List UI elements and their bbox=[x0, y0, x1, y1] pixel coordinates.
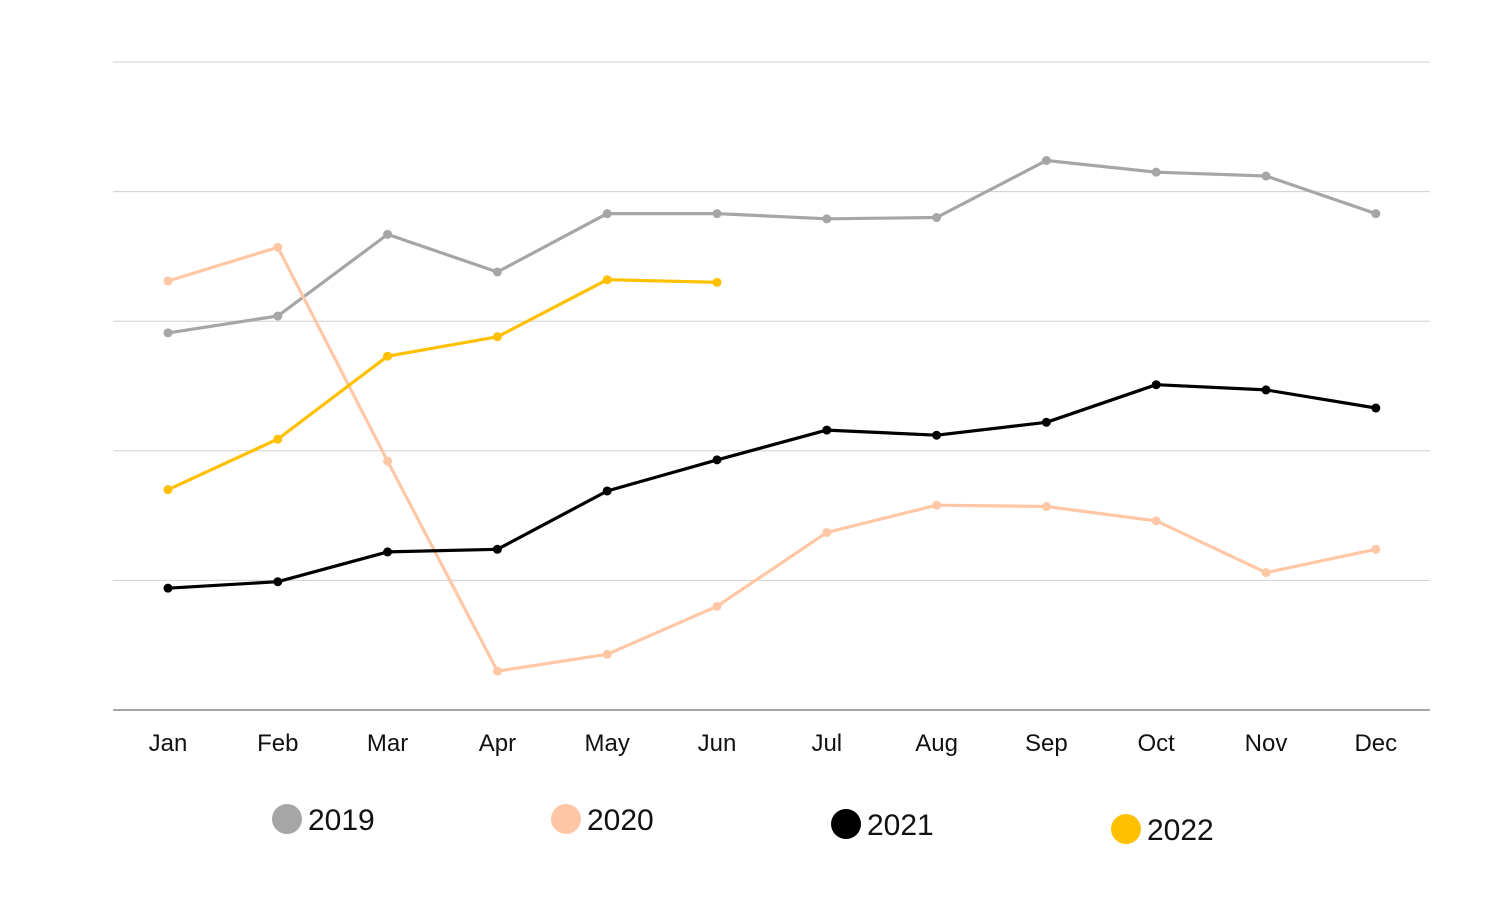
x-tick-label: Oct bbox=[1138, 730, 1176, 757]
data-point-2020-Mar bbox=[383, 456, 393, 466]
legend-label: 2020 bbox=[587, 804, 654, 837]
data-point-2019-Oct bbox=[1151, 167, 1161, 177]
legend-swatch bbox=[1111, 814, 1141, 844]
data-point-2021-Oct bbox=[1151, 380, 1161, 390]
legend-swatch bbox=[831, 809, 861, 839]
data-point-2021-Apr bbox=[492, 544, 502, 554]
data-point-2022-Jan bbox=[163, 485, 173, 495]
data-point-2019-Mar bbox=[383, 229, 393, 239]
legend-label: 2019 bbox=[308, 804, 375, 837]
series-2019 bbox=[163, 155, 1381, 338]
data-point-2020-Aug bbox=[932, 500, 942, 510]
data-point-2020-Nov bbox=[1261, 568, 1271, 578]
data-point-2020-Dec bbox=[1371, 544, 1381, 554]
data-point-2019-Jul bbox=[822, 214, 832, 224]
series-line-2019 bbox=[166, 158, 1378, 335]
x-tick-label: Feb bbox=[257, 730, 298, 757]
data-point-2019-Sep bbox=[1041, 155, 1051, 165]
x-tick-label: Apr bbox=[479, 730, 516, 757]
data-point-2021-May bbox=[602, 486, 612, 496]
data-point-2021-Jan bbox=[163, 583, 173, 593]
data-point-2022-Jun bbox=[712, 277, 722, 287]
legend-item-2021: 2021 bbox=[831, 809, 934, 842]
series-line-2022 bbox=[166, 278, 719, 492]
x-tick-label: Aug bbox=[915, 730, 958, 757]
x-tick-label: Dec bbox=[1354, 730, 1397, 757]
data-point-2019-Jun bbox=[712, 209, 722, 219]
x-tick-label: May bbox=[585, 730, 630, 757]
data-point-2020-Jan bbox=[163, 276, 173, 286]
x-tick-label: Nov bbox=[1245, 730, 1288, 757]
data-point-2020-Jul bbox=[822, 527, 832, 537]
data-point-2022-Feb bbox=[273, 434, 283, 444]
x-tick-labels: Jan Feb Mar Apr May Jun Jul Aug Sep Oct Nov Dec bbox=[149, 730, 1397, 757]
x-tick-label: Sep bbox=[1025, 730, 1068, 757]
series-2022 bbox=[163, 275, 722, 495]
data-point-2019-May bbox=[602, 209, 612, 219]
data-point-2022-May bbox=[602, 275, 612, 285]
series-line-2020 bbox=[166, 245, 1378, 673]
data-point-2022-Mar bbox=[383, 351, 393, 361]
data-point-2019-Aug bbox=[932, 213, 942, 223]
data-point-2020-Jun bbox=[712, 601, 722, 611]
data-point-2020-May bbox=[602, 649, 612, 659]
data-point-2019-Jan bbox=[163, 328, 173, 338]
data-point-2022-Apr bbox=[492, 332, 502, 342]
series-line-2021 bbox=[166, 383, 1378, 590]
series-2021 bbox=[163, 380, 1381, 593]
series-2020 bbox=[163, 242, 1381, 676]
x-tick-label: Jul bbox=[811, 730, 842, 757]
data-point-2019-Nov bbox=[1261, 171, 1271, 181]
data-point-2021-Feb bbox=[273, 577, 283, 587]
data-point-2021-Mar bbox=[383, 547, 393, 557]
data-point-2021-Dec bbox=[1371, 403, 1381, 413]
legend-item-2020: 2020 bbox=[551, 804, 654, 837]
legend-item-2022: 2022 bbox=[1111, 814, 1214, 847]
series-layer bbox=[163, 155, 1381, 676]
data-point-2019-Dec bbox=[1371, 209, 1381, 219]
data-point-2020-Oct bbox=[1151, 516, 1161, 526]
legend-label: 2022 bbox=[1147, 814, 1214, 847]
legend-swatch bbox=[272, 804, 302, 834]
data-point-2019-Feb bbox=[273, 311, 283, 321]
data-point-2019-Apr bbox=[492, 267, 502, 277]
legend-label: 2021 bbox=[867, 809, 934, 842]
x-tick-label: Jan bbox=[149, 730, 188, 757]
gridlines bbox=[113, 61, 1430, 581]
x-tick-label: Jun bbox=[698, 730, 737, 757]
data-point-2021-Jun bbox=[712, 455, 722, 465]
legend: 2019 2020 2021 2022 bbox=[272, 804, 1214, 847]
legend-item-2019: 2019 bbox=[272, 804, 375, 837]
data-point-2020-Apr bbox=[492, 666, 502, 676]
data-point-2021-Sep bbox=[1041, 417, 1051, 427]
data-point-2021-Nov bbox=[1261, 385, 1271, 395]
data-point-2021-Jul bbox=[822, 425, 832, 435]
x-tick-label: Mar bbox=[367, 730, 408, 757]
data-point-2021-Aug bbox=[932, 430, 942, 440]
data-point-2020-Sep bbox=[1041, 502, 1051, 512]
legend-swatch bbox=[551, 804, 581, 834]
data-point-2020-Feb bbox=[273, 242, 283, 252]
